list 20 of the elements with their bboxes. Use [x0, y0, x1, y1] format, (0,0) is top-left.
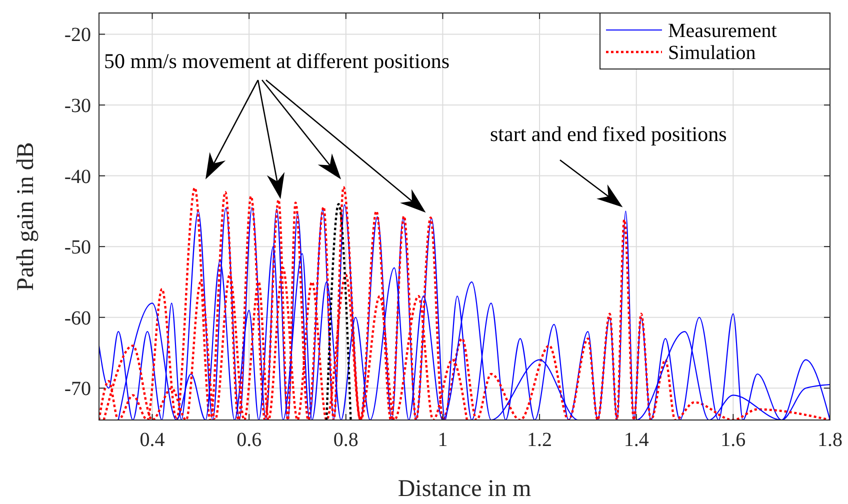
y-tick-label: -60 [64, 307, 91, 330]
x-axis-title: Distance in m [398, 476, 532, 502]
x-tick-label: 0.6 [236, 429, 262, 451]
y-tick-label: -40 [64, 166, 91, 188]
x-tick-label: 1.2 [527, 429, 552, 451]
y-tick-label: -50 [64, 236, 91, 259]
x-tick-label: 1.6 [720, 429, 746, 451]
annotation: start and end fixed positions [490, 122, 727, 146]
y-tick-label: -70 [64, 378, 91, 400]
x-tick-label: 1.8 [818, 429, 842, 451]
y-tick-label: -30 [64, 95, 91, 118]
y-axis-title: Path gain in dB [13, 142, 39, 291]
y-tick-label: -20 [64, 24, 91, 46]
legend-label: Measurement [668, 20, 778, 42]
x-tick-label: 0.4 [140, 429, 165, 451]
x-tick-label: 1.4 [624, 429, 649, 451]
x-tick-label: 0.8 [333, 429, 358, 451]
annotation: 50 mm/s movement at different positions [104, 49, 450, 73]
x-tick-label: 1 [438, 429, 448, 451]
legend-label: Simulation [668, 42, 756, 64]
